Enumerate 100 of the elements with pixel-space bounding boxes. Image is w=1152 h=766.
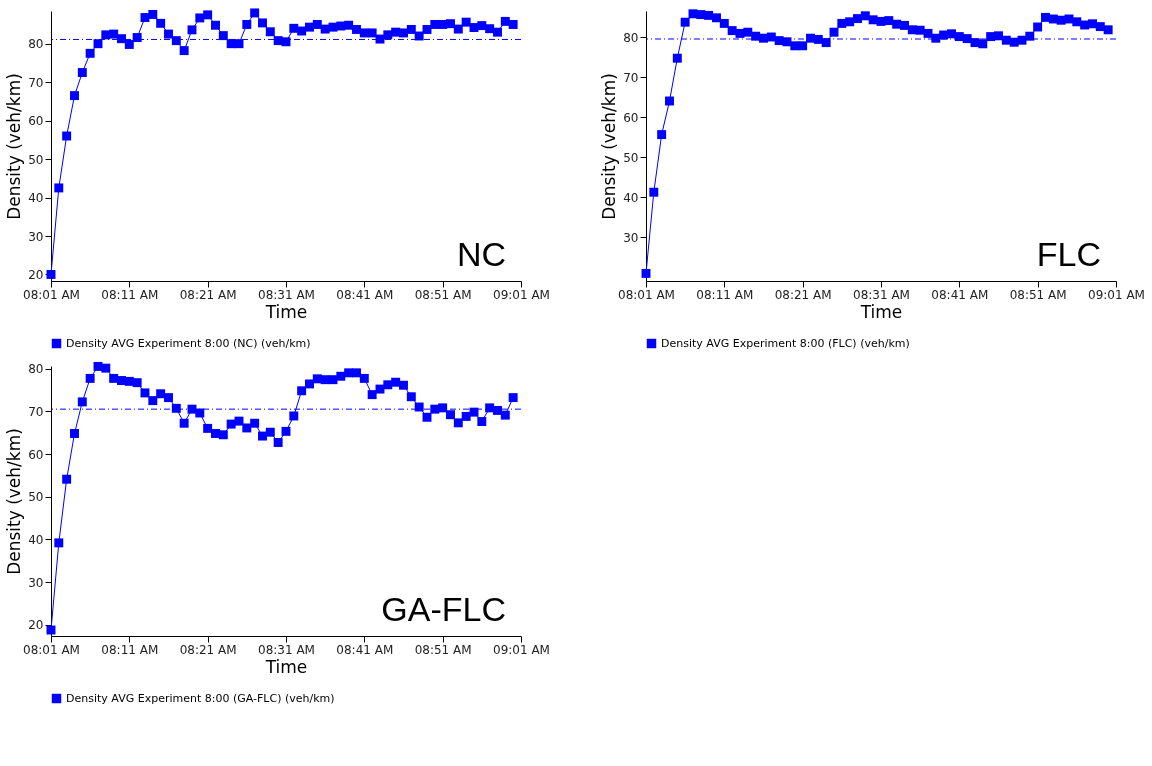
point (500, 16, 510, 26)
y-tick-label: 30 (28, 575, 44, 590)
y-axis-title: Density (veh/km) (599, 73, 620, 220)
x-tick-label: 08:01 AM (23, 287, 80, 302)
point (1088, 19, 1097, 29)
y-tick-label: 80 (28, 37, 44, 52)
point (508, 393, 518, 403)
point (289, 23, 299, 33)
x-axis-title: Time (264, 656, 308, 677)
point (446, 410, 455, 420)
point (305, 379, 314, 389)
y-tick-label: 60 (28, 447, 44, 462)
point (508, 19, 518, 29)
point (978, 39, 988, 49)
point (743, 27, 753, 37)
point (250, 418, 260, 428)
legend-label: Density AVG Experiment 8:00 (FLC) (veh/km) (661, 336, 910, 350)
point (1103, 25, 1113, 35)
y-tick-label: 60 (28, 114, 44, 129)
y-axis-title: Density (veh/km) (4, 73, 25, 220)
point (947, 29, 956, 39)
point (461, 411, 471, 421)
x-axis-title: Time (264, 301, 308, 322)
point (305, 22, 314, 32)
y-tick-label: 40 (623, 190, 639, 205)
point (164, 393, 173, 403)
y-tick-label: 70 (28, 404, 44, 419)
x-tick-label: 08:41 AM (931, 287, 989, 302)
point (1095, 22, 1105, 32)
point (148, 396, 158, 406)
point (124, 376, 134, 386)
y-tick-label: 70 (28, 75, 44, 90)
point (665, 96, 674, 106)
point (312, 19, 322, 29)
point (312, 374, 322, 384)
point (46, 269, 56, 279)
point (179, 46, 189, 56)
point (477, 417, 487, 427)
point (696, 10, 706, 20)
y-tick-label: 80 (28, 362, 44, 377)
point (171, 36, 181, 46)
point (672, 53, 682, 63)
point (853, 14, 862, 24)
x-tick-label: 08:51 AM (414, 642, 472, 657)
point (485, 24, 495, 34)
point (117, 34, 126, 44)
point (359, 373, 369, 383)
point (289, 411, 299, 421)
point (109, 29, 119, 39)
point (85, 48, 95, 58)
x-tick-label: 08:41 AM (336, 287, 394, 302)
point (336, 371, 346, 381)
point (446, 19, 455, 29)
point (85, 373, 95, 383)
point (179, 418, 189, 428)
y-tick-label: 40 (28, 532, 44, 547)
point (109, 373, 119, 383)
point (250, 8, 260, 18)
x-tick-label: 08:51 AM (1009, 287, 1067, 302)
y-tick-label: 40 (28, 191, 44, 206)
point (1041, 12, 1050, 22)
point (860, 11, 870, 21)
point (367, 28, 377, 38)
point (132, 33, 142, 43)
y-tick-label: 30 (28, 229, 44, 244)
point (900, 20, 909, 30)
point (320, 24, 330, 34)
point (453, 24, 463, 34)
point (727, 26, 737, 36)
x-tick-label: 08:41 AM (336, 642, 394, 657)
point (461, 17, 471, 27)
point (344, 20, 354, 30)
point (54, 183, 64, 193)
point (218, 430, 228, 440)
x-axis-title: Time (859, 301, 903, 322)
point (391, 377, 401, 387)
point (258, 431, 267, 441)
point (399, 380, 408, 390)
point (273, 438, 283, 447)
x-tick-label: 08:11 AM (696, 287, 754, 302)
x-tick-label: 09:01 AM (493, 642, 550, 657)
x-tick-label: 08:21 AM (179, 287, 237, 302)
point (203, 10, 213, 20)
point (798, 41, 808, 51)
point (453, 418, 463, 428)
point (101, 363, 111, 373)
x-tick-label: 08:11 AM (101, 642, 159, 657)
point (367, 390, 377, 400)
point (884, 16, 894, 26)
point (156, 389, 166, 399)
x-tick-label: 08:31 AM (258, 642, 315, 657)
point (406, 392, 416, 402)
point (211, 429, 220, 438)
point (500, 410, 510, 420)
point (195, 13, 205, 23)
y-tick-label: 30 (623, 230, 639, 245)
point (226, 419, 236, 429)
point (203, 423, 213, 433)
point (406, 24, 416, 34)
x-tick-label: 08:11 AM (101, 287, 159, 302)
